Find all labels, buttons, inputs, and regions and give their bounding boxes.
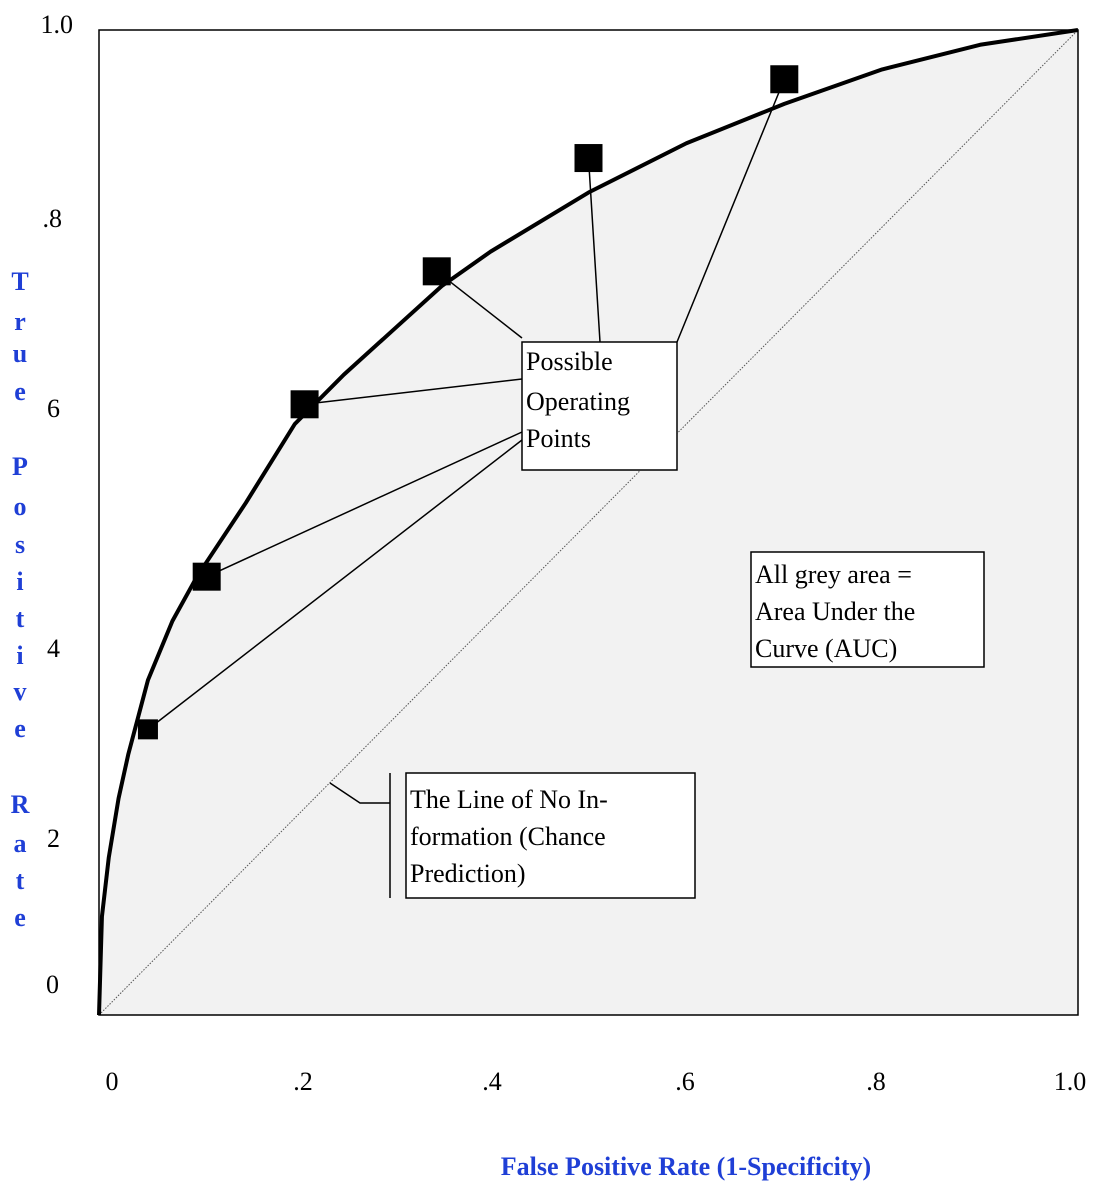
auc-callout: All grey area = Area Under the Curve (AU… [750, 551, 985, 668]
auc-text: Curve (AUC) [755, 634, 897, 663]
chance-text: Prediction) [410, 859, 526, 888]
x-tick-label: .2 [293, 1067, 313, 1096]
chance-box [405, 772, 696, 899]
x-axis-title: False Positive Rate (1-Specificity) [501, 1152, 871, 1181]
y-axis-title-letter: u [13, 339, 27, 368]
chance-callout-leader [329, 782, 390, 804]
roc-curve [97, 28, 1079, 1016]
operating-point-connector [676, 78, 785, 343]
y-axis-title-letter: P [12, 452, 28, 481]
plot-area [97, 28, 1079, 1016]
y-axis-title-letter: r [14, 307, 26, 336]
operating-point-connector [206, 431, 523, 578]
y-axis-title-letter: i [16, 567, 23, 596]
chance-text: The Line of No In- [410, 785, 608, 814]
chance-line-callout: The Line of No In- formation (Chance Pre… [329, 772, 696, 899]
x-tick-label: .4 [482, 1067, 502, 1096]
operating-point-marker [770, 65, 799, 94]
y-axis-title-letter: a [14, 829, 27, 858]
y-axis-title-letter: R [11, 790, 30, 819]
y-axis-title-letter: i [16, 641, 23, 670]
y-tick-label: 1.0 [41, 10, 74, 39]
y-axis-title: T r u e P o s i t i v e R a t e [11, 267, 30, 932]
chance-line [98, 29, 1079, 1016]
chance-text: formation (Chance [410, 822, 606, 851]
y-axis-title-letter: s [15, 530, 25, 559]
operating-point-connector [304, 378, 523, 406]
x-tick-label: .8 [866, 1067, 886, 1096]
y-axis-title-letter: t [16, 604, 25, 633]
y-tick-label: 0 [46, 970, 59, 999]
operating-points-text: Points [526, 424, 591, 453]
operating-point-marker [574, 144, 603, 173]
y-tick-label: 6 [47, 394, 60, 423]
operating-points-box [521, 341, 678, 471]
y-axis-title-letter: e [14, 903, 26, 932]
y-axis-title-letter: o [14, 492, 27, 521]
x-tick-label: 0 [106, 1067, 119, 1096]
x-tick-label: 1.0 [1054, 1067, 1087, 1096]
x-tick-label: .6 [675, 1067, 695, 1096]
y-axis-title-letter: e [14, 377, 26, 406]
operating-points-text: Operating [526, 387, 630, 416]
y-tick-label: 4 [47, 634, 60, 663]
auc-box [750, 551, 985, 668]
y-axis-title-letter: T [11, 267, 28, 296]
y-axis-title-letter: t [16, 866, 25, 895]
operating-point-marker [137, 719, 158, 740]
auc-text: Area Under the [755, 597, 915, 626]
operating-points-text: Possible [526, 347, 613, 376]
operating-point-connector [587, 158, 601, 343]
operating-point-connector [436, 270, 523, 339]
operating-points-callout: Possible Operating Points [521, 341, 678, 471]
plot-frame [98, 29, 1079, 1016]
y-axis-title-letter: v [14, 677, 27, 706]
operating-point-marker [192, 562, 221, 591]
y-axis-title-letter: e [14, 714, 26, 743]
operating-point-marker [422, 257, 451, 286]
operating-point-connector [147, 439, 523, 730]
auc-text: All grey area = [755, 560, 912, 589]
operating-point-marker [290, 390, 319, 419]
y-tick-label: .8 [43, 204, 63, 233]
y-tick-label: 2 [47, 824, 60, 853]
